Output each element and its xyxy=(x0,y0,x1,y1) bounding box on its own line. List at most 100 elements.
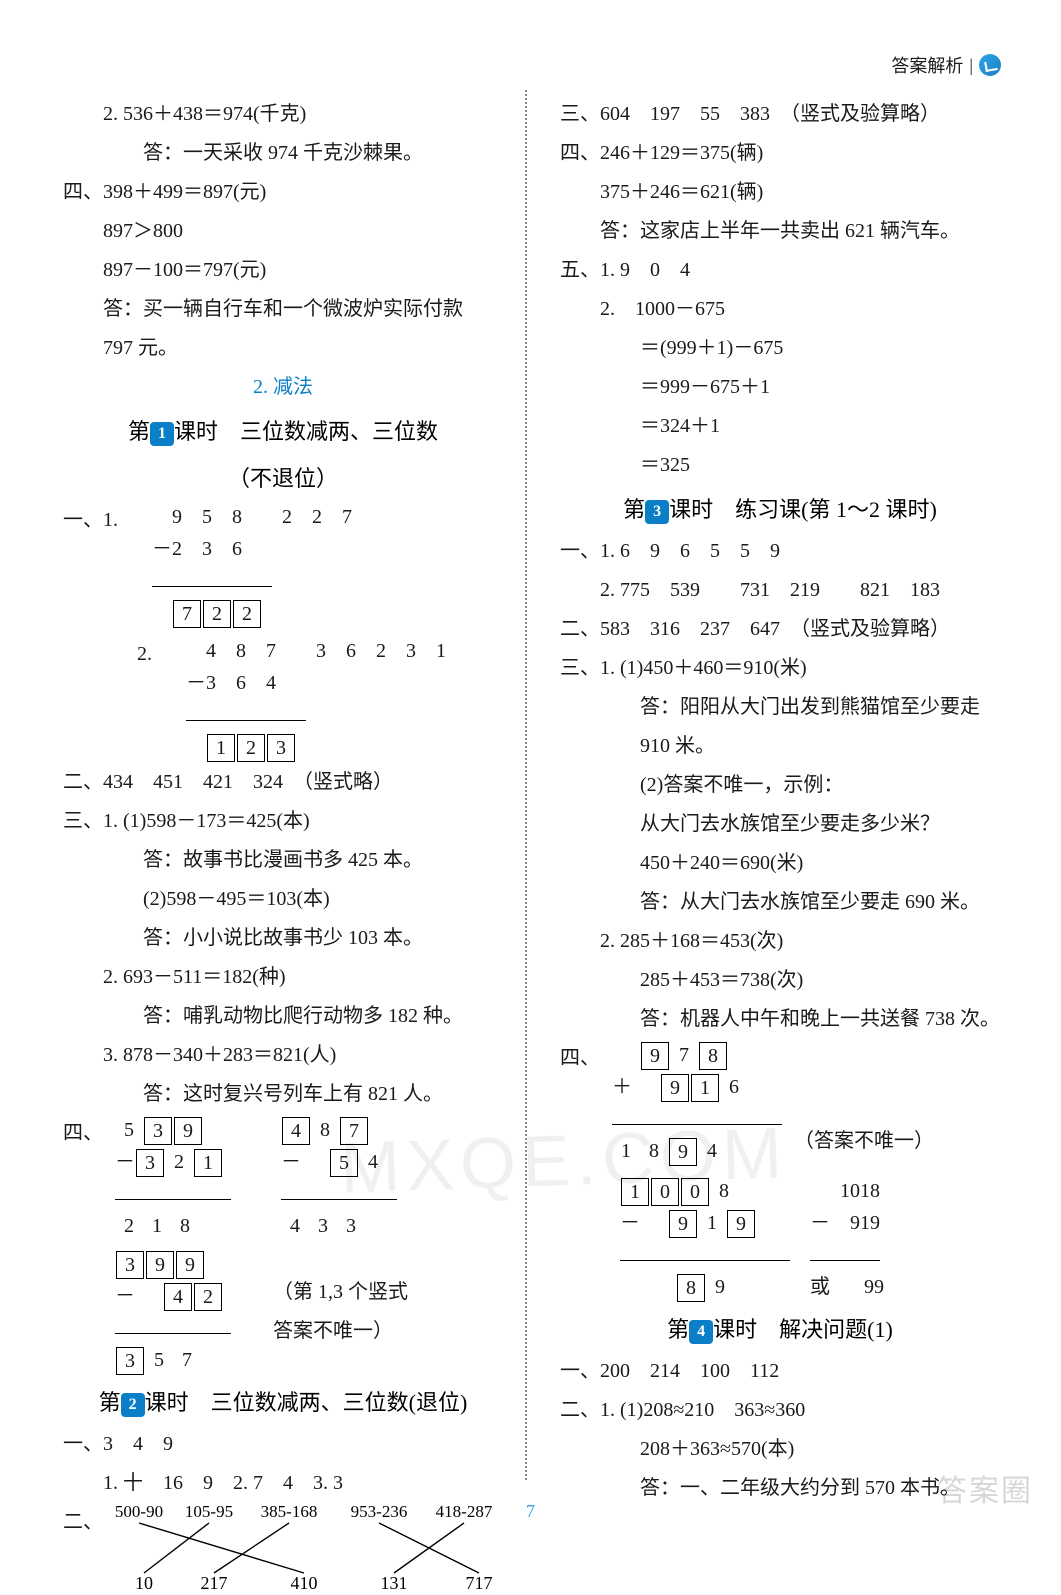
text-line: 三、1. (1)450＋460＝910(米) xyxy=(560,649,1000,688)
calc-row: 四、 1008－919 89 1018 － 919 或 99 xyxy=(560,1175,1000,1303)
header-sep: | xyxy=(969,55,973,76)
rule xyxy=(152,586,272,587)
d: 3 xyxy=(202,538,212,560)
text-line: 从大门去水族馆至少要走多少米？ xyxy=(560,805,1000,844)
text-line: 二、1. (1)208≈210 363≈360 xyxy=(560,1391,1000,1430)
ansbox: 3 xyxy=(267,734,295,762)
calc: 399－42 357 xyxy=(115,1248,231,1376)
ansbox: 2 xyxy=(233,600,261,628)
lesson-title: 第2课时 三位数减两、三位数(退位) xyxy=(63,1382,503,1425)
ansbox: 2 xyxy=(237,734,265,762)
d: 2 xyxy=(312,506,322,528)
text-line: 2. 536＋438＝974(千克) xyxy=(63,95,503,134)
text-line: 285＋453＝738(次) xyxy=(560,961,1000,1000)
text-line: 3. 878－340＋283＝821(人) xyxy=(63,1036,503,1075)
d: 919 xyxy=(850,1212,880,1234)
text-line: 答：故事书比漫画书多 425 本。 xyxy=(63,841,503,880)
d: 2 xyxy=(172,538,182,560)
text-line: 答：这时复兴号列车上有 821 人。 xyxy=(63,1075,503,1114)
d: 6 xyxy=(236,672,246,694)
d: 6 xyxy=(346,640,356,662)
ansbox: 7 xyxy=(173,600,201,628)
text-line: 375＋246＝621(辆) xyxy=(560,173,1000,212)
calc: 1008－919 89 xyxy=(620,1175,790,1303)
ansbox: 2 xyxy=(203,600,231,628)
text-line: 四、246＋129＝375(辆) xyxy=(560,134,1000,173)
lesson-circle-icon: 2 xyxy=(121,1393,145,1417)
text-line: 797 元。 xyxy=(63,329,503,368)
d: － xyxy=(810,1212,830,1234)
svg-text:131: 131 xyxy=(381,1573,408,1593)
text-line: ＝324＋1 xyxy=(560,407,1000,446)
right-column: 三、604 197 55 383 （竖式及验算略） 四、246＋129＝375(… xyxy=(560,95,1000,1508)
text-line: 897－100＝797(元) xyxy=(63,251,503,290)
d: 7 xyxy=(266,640,276,662)
d: 2 xyxy=(376,640,386,662)
t: 课时 三位数减两、三位数 xyxy=(174,419,438,444)
text-line: ＝(999＋1)－675 xyxy=(560,329,1000,368)
text-line: 一、200 214 100 112 xyxy=(560,1352,1000,1391)
text-line: 1. 十 16 9 2. 7 4 3. 3 xyxy=(63,1464,503,1503)
calc: 4 8 7 3 6 2 3 1 －3 6 4 123 xyxy=(186,635,446,763)
text-line: ＝325 xyxy=(560,446,1000,485)
or-label: 或 xyxy=(810,1271,830,1303)
book-icon xyxy=(979,54,1001,76)
text-line: 二、434 451 421 324 （竖式略） xyxy=(63,763,503,802)
text-line: (2)答案不唯一，示例： xyxy=(560,766,1000,805)
text-line: 答：一天采收 974 千克沙棘果。 xyxy=(63,134,503,173)
q-label: 四、 xyxy=(560,1039,600,1078)
svg-text:410: 410 xyxy=(291,1573,318,1593)
text-line: 四、398＋499＝897(元) xyxy=(63,173,503,212)
text-line: 答：哺乳动物比爬行动物多 182 种。 xyxy=(63,997,503,1036)
text-line: 450＋240＝690(米) xyxy=(560,844,1000,883)
calc-row: 四、 539－321 218 487－54 433 xyxy=(63,1114,503,1242)
text-line: 答：机器人中午和晚上一共送餐 738 次。 xyxy=(560,1000,1000,1039)
text-line: 2. 693－511＝182(种) xyxy=(63,958,503,997)
q-label: 四、 xyxy=(63,1114,103,1153)
d: 3 xyxy=(406,640,416,662)
calc: 978＋916 1894 xyxy=(612,1039,782,1167)
vertical-calc: 一、1. 9 5 8 2 2 7 －2 3 6 722 xyxy=(63,501,503,629)
svg-text:717: 717 xyxy=(466,1573,493,1593)
calc: 539－321 218 xyxy=(115,1114,231,1242)
lesson-title: 第3课时 练习课(第 1～2 课时) xyxy=(560,489,1000,532)
calc: 9 5 8 2 2 7 －2 3 6 722 xyxy=(152,501,352,629)
q-label: 2. xyxy=(137,635,152,674)
left-column: 2. 536＋438＝974(千克) 答：一天采收 974 千克沙棘果。 四、3… xyxy=(63,95,503,1595)
t: 第 xyxy=(667,1317,689,1342)
d: 99 xyxy=(838,1271,884,1303)
text-line: 897＞800 xyxy=(63,212,503,251)
calc-row: 四、 399－42 357 （第 1,3 个竖式 答案不唯一） xyxy=(63,1248,503,1376)
rule xyxy=(186,720,306,721)
t: 第 xyxy=(128,419,150,444)
d: 4 xyxy=(266,672,276,694)
lesson-title: 第1课时 三位数减两、三位数 xyxy=(63,411,503,454)
t: （第 1,3 个竖式 xyxy=(273,1273,408,1312)
t: 答案不唯一） xyxy=(273,1312,408,1351)
t: 第 xyxy=(623,497,645,522)
svg-text:217: 217 xyxy=(201,1573,228,1593)
text-line: 2. 1000－675 xyxy=(560,290,1000,329)
alt-calc: 1018 － 919 或 99 xyxy=(810,1175,884,1303)
text-line: 三、604 197 55 383 （竖式及验算略） xyxy=(560,95,1000,134)
text-line: 答：从大门去水族馆至少要走 690 米。 xyxy=(560,883,1000,922)
text-line: 208＋363≈570(本) xyxy=(560,1430,1000,1469)
lesson-circle-icon: 1 xyxy=(150,422,174,446)
d: 1018 xyxy=(840,1180,880,1202)
d: 2 xyxy=(282,506,292,528)
vertical-calc: 一、 2. 4 8 7 3 6 2 3 1 －3 6 4 123 xyxy=(63,635,503,763)
d: 8 xyxy=(232,506,242,528)
d: 1 xyxy=(436,640,446,662)
text-line: 答：阳阳从大门出发到熊猫馆至少要走 xyxy=(560,688,1000,727)
lesson-title: 第4课时 解决问题(1) xyxy=(560,1309,1000,1352)
text-line: 答：这家店上半年一共卖出 621 辆汽车。 xyxy=(560,212,1000,251)
calc: 487－54 433 xyxy=(281,1114,397,1242)
text-line: 五、1. 9 0 4 xyxy=(560,251,1000,290)
rule xyxy=(810,1260,880,1261)
text-line: 2. 285＋168＝453(次) xyxy=(560,922,1000,961)
t: 第 xyxy=(99,1390,121,1415)
text-line: ＝999－675＋1 xyxy=(560,368,1000,407)
t: 课时 练习课(第 1～2 课时) xyxy=(669,497,937,522)
column-divider xyxy=(525,90,527,1480)
lesson-circle-icon: 4 xyxy=(689,1320,713,1344)
